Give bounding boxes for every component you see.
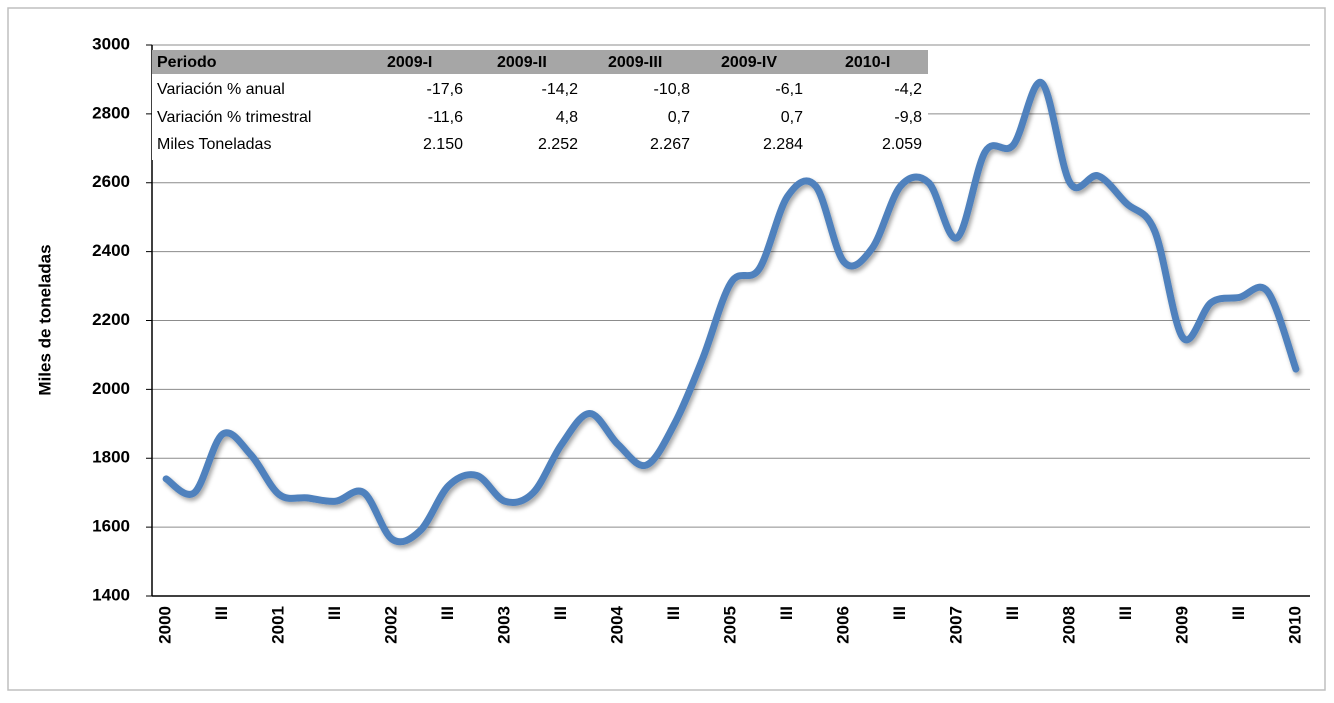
table-cell: -14,2 — [542, 81, 579, 98]
x-tick-label: 2004 — [608, 605, 627, 643]
y-tick-label: 1800 — [92, 448, 130, 467]
x-tick-label: III — [325, 606, 344, 620]
table-cell: -11,6 — [428, 109, 463, 126]
x-tick-label: 2000 — [156, 606, 175, 644]
y-tick-label: 3000 — [92, 34, 130, 53]
table-cell: 0,7 — [668, 109, 690, 126]
x-tick-label: III — [1229, 606, 1248, 620]
y-tick-label: 2800 — [92, 103, 130, 122]
y-tick-label: 2000 — [92, 379, 130, 398]
table-cell: 4,8 — [556, 109, 578, 126]
table-row-label: Variación % anual — [157, 81, 285, 98]
x-tick-label: III — [890, 606, 909, 620]
table-cell: 2.267 — [650, 136, 690, 153]
table-cell: 2.059 — [882, 136, 922, 153]
table-row-label: Miles Toneladas — [157, 136, 271, 153]
x-tick-label: 2002 — [382, 606, 401, 644]
y-tick-label: 1400 — [92, 585, 130, 604]
x-tick-label: III — [438, 606, 457, 620]
table-cell: -4,2 — [894, 81, 922, 98]
table-header: Periodo — [157, 54, 217, 71]
table-row-label: Variación % trimestral — [157, 109, 311, 126]
table-header: 2010-I — [845, 54, 890, 71]
x-tick-label: III — [551, 606, 570, 620]
table-header-background — [152, 50, 928, 74]
table-cell: 0,7 — [781, 109, 803, 126]
y-axis-title: Miles de toneladas — [35, 244, 54, 395]
table-cell: -10,8 — [654, 81, 691, 98]
y-tick-label: 1600 — [92, 517, 130, 536]
table-cell: 2.252 — [538, 136, 578, 153]
x-tick-label: 2008 — [1059, 606, 1078, 644]
table-cell: -17,6 — [427, 81, 464, 98]
x-tick-label: III — [212, 606, 231, 620]
x-tick-label: 2010 — [1285, 606, 1304, 644]
x-tick-label: 2009 — [1172, 606, 1191, 644]
y-tick-label: 2400 — [92, 241, 130, 260]
x-tick-label: 2001 — [269, 606, 288, 644]
x-tick-label: III — [664, 606, 683, 620]
table-cell: 2.284 — [763, 136, 803, 153]
table-cell: 2.150 — [423, 136, 463, 153]
x-tick-label: III — [1116, 606, 1135, 620]
x-tick-label: 2003 — [495, 606, 514, 644]
table-header: 2009-I — [387, 54, 432, 71]
x-tick-label: III — [777, 606, 796, 620]
x-tick-label: 2005 — [720, 606, 739, 644]
x-tick-label: 2007 — [946, 606, 965, 644]
x-tick-label: III — [1003, 606, 1022, 620]
line-series — [162, 79, 1300, 546]
table-header: 2009-IV — [721, 54, 777, 71]
table-header: 2009-III — [608, 54, 662, 71]
table-cell: -6,1 — [775, 81, 803, 98]
table-cell: -9,8 — [894, 109, 922, 126]
y-tick-label: 2200 — [92, 310, 130, 329]
x-tick-label: 2006 — [833, 606, 852, 644]
y-tick-label: 2600 — [92, 172, 130, 191]
table-header: 2009-II — [497, 54, 547, 71]
